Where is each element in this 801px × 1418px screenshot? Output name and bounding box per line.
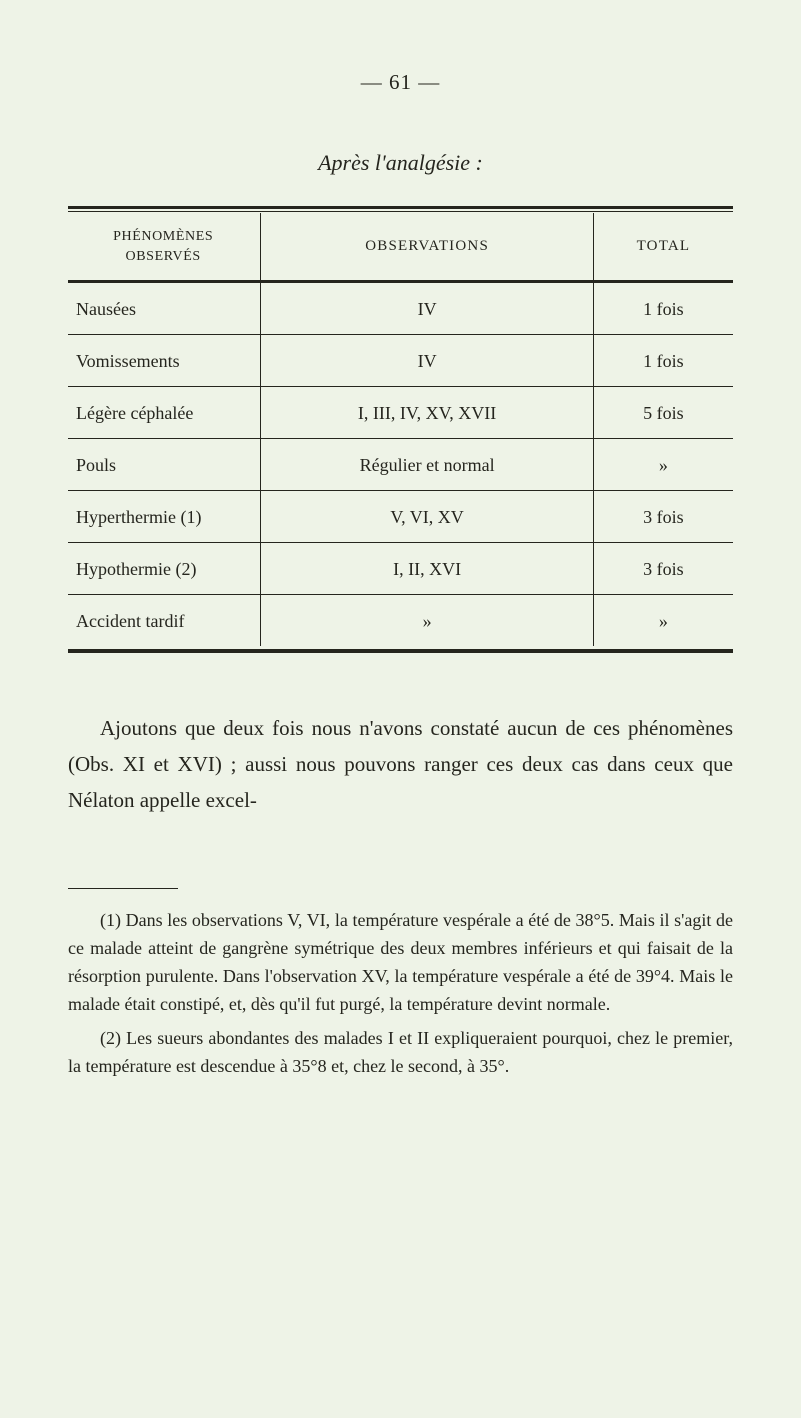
- cell-obs: I, II, XVI: [261, 543, 594, 595]
- cell-total: 1 fois: [593, 335, 733, 387]
- table-header-row: PHÉNOMÈNES OBSERVÉS OBSERVATIONS TOTAL: [68, 213, 733, 282]
- cell-obs: IV: [261, 282, 594, 335]
- table-row: Légère céphalée I, III, IV, XV, XVII 5 f…: [68, 387, 733, 439]
- table-row: Nausées IV 1 fois: [68, 282, 733, 335]
- body-paragraph: Ajoutons que deux fois nous n'avons cons…: [68, 711, 733, 818]
- table-row: Accident tardif » »: [68, 595, 733, 647]
- cell-phenom: Accident tardif: [68, 595, 261, 647]
- cell-phenom: Pouls: [68, 439, 261, 491]
- cell-phenom: Hypothermie (2): [68, 543, 261, 595]
- cell-phenom: Légère céphalée: [68, 387, 261, 439]
- cell-phenom: Nausées: [68, 282, 261, 335]
- cell-total: 3 fois: [593, 543, 733, 595]
- observations-table: PHÉNOMÈNES OBSERVÉS OBSERVATIONS TOTAL N…: [68, 213, 733, 646]
- footnote-2: (2) Les sueurs abondantes des malades I …: [68, 1025, 733, 1081]
- cell-obs: I, III, IV, XV, XVII: [261, 387, 594, 439]
- header-total: TOTAL: [593, 213, 733, 282]
- cell-phenom: Hyperthermie (1): [68, 491, 261, 543]
- table-row: Hyperthermie (1) V, VI, XV 3 fois: [68, 491, 733, 543]
- header-observations: OBSERVATIONS: [261, 213, 594, 282]
- cell-total: 1 fois: [593, 282, 733, 335]
- table-row: Vomissements IV 1 fois: [68, 335, 733, 387]
- cell-obs: IV: [261, 335, 594, 387]
- cell-phenom: Vomissements: [68, 335, 261, 387]
- table-title: Après l'analgésie :: [68, 150, 733, 176]
- footnote-rule: [68, 888, 178, 889]
- cell-obs: V, VI, XV: [261, 491, 594, 543]
- cell-total: »: [593, 439, 733, 491]
- cell-total: »: [593, 595, 733, 647]
- cell-total: 5 fois: [593, 387, 733, 439]
- cell-obs: »: [261, 595, 594, 647]
- page-number: — 61 —: [68, 70, 733, 95]
- table-row: Pouls Régulier et normal »: [68, 439, 733, 491]
- cell-total: 3 fois: [593, 491, 733, 543]
- cell-obs: Régulier et normal: [261, 439, 594, 491]
- header-phenomena: PHÉNOMÈNES OBSERVÉS: [68, 213, 261, 282]
- footnote-1: (1) Dans les observations V, VI, la temp…: [68, 907, 733, 1019]
- table-bottom-rule-wrap: [68, 646, 733, 653]
- table-top-rule: [68, 206, 733, 213]
- table-row: Hypothermie (2) I, II, XVI 3 fois: [68, 543, 733, 595]
